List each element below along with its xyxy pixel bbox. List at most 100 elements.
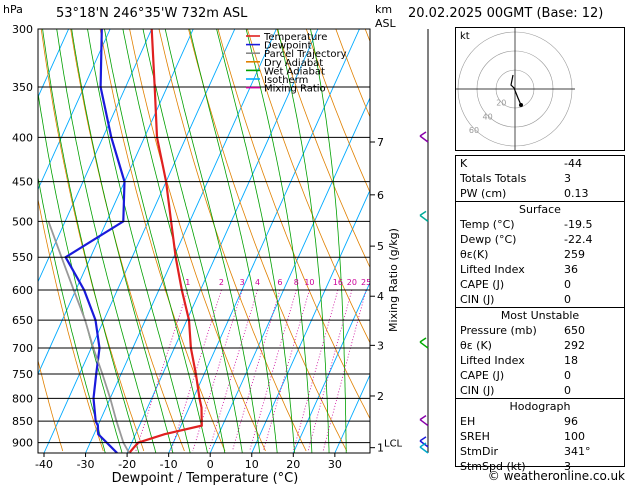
surface-value: -22.4 xyxy=(564,233,593,246)
most-unstable-label: θε (K) xyxy=(460,339,492,352)
mixing-ratio-line xyxy=(322,289,367,452)
most-unstable-row: CIN (J) 0 xyxy=(456,383,624,398)
indices-panel: K -44 Totals Totals 3 PW (cm) 0.13 Surface … xyxy=(455,155,625,473)
pressure-tick-label: 550 xyxy=(12,251,33,264)
legend-entry: Isotherm xyxy=(264,75,308,86)
most-unstable-label: CIN (J) xyxy=(460,384,495,397)
temperature-tick-label: -20 xyxy=(118,458,136,471)
hodograph-label: SREH xyxy=(460,430,490,443)
surface-row: CAPE (J) 0 xyxy=(456,277,624,292)
hodograph-ring-label: 40 xyxy=(483,112,493,121)
x-axis-label: Dewpoint / Temperature (°C) xyxy=(112,471,299,486)
legend-entry: Wet Adiabat xyxy=(264,66,325,77)
wind-barb xyxy=(419,418,429,427)
index-label: PW (cm) xyxy=(460,187,507,200)
temperature-tick-label: -40 xyxy=(35,458,53,471)
most-unstable-label: Lifted Index xyxy=(460,354,525,367)
surface-label: θε(K) xyxy=(460,248,489,261)
dry-adiabat-line xyxy=(38,359,64,452)
km-unit: km xyxy=(375,3,392,16)
hodograph-value: 96 xyxy=(564,415,578,428)
wind-barb xyxy=(419,442,427,448)
surface-value: 0 xyxy=(564,278,571,291)
wet-adiabat-line xyxy=(38,175,106,453)
hodograph-row: StmSpd (kt) 3 xyxy=(456,459,624,474)
wet-adiabat-line xyxy=(216,29,295,453)
legend-entry: Mixing Ratio xyxy=(264,84,326,95)
dry-adiabat-line xyxy=(305,29,370,194)
wet-adiabat-line xyxy=(42,29,140,453)
wind-barb xyxy=(419,131,427,137)
skewt-chart: hPa km ASL 30035040045050055060065070075… xyxy=(3,3,450,486)
km-tick-label: 2 xyxy=(377,390,384,403)
wet-adiabat-line xyxy=(87,29,191,453)
surface-value: 259 xyxy=(564,248,585,261)
km-tick-label: 1 xyxy=(377,442,384,455)
mixing-ratio-tick-label: 3 xyxy=(240,278,245,287)
wind-barb xyxy=(419,436,427,442)
mixing-ratio-tick-label: 20 xyxy=(347,278,357,287)
mixing-ratio-line xyxy=(170,289,222,452)
wet-adiabat-line xyxy=(104,29,208,453)
dry-adiabat-line xyxy=(188,29,348,452)
isotherm-line xyxy=(43,29,236,453)
mixing-ratio-line xyxy=(249,289,297,452)
index-value: 3 xyxy=(564,172,571,185)
most-unstable-label: CAPE (J) xyxy=(460,369,505,382)
surface-row: Dewp (°C) -22.4 xyxy=(456,232,624,247)
hodograph-section: Hodograph EH 96 SREH 100 StmDir 341° StmSpd (k… xyxy=(456,398,624,474)
mixing-ratio-tick-label: 1 xyxy=(185,278,190,287)
section-title: Surface xyxy=(519,203,561,216)
temperature-tick-label: 20 xyxy=(286,458,300,471)
series-temperature xyxy=(128,29,203,453)
hodograph-row: EH 96 xyxy=(456,414,624,429)
mixing-ratio-line xyxy=(263,289,310,452)
pressure-tick-label: 500 xyxy=(12,215,33,228)
index-k: K -44 xyxy=(456,156,624,171)
wet-adiabat-line xyxy=(56,29,157,453)
km-tick-label: 7 xyxy=(377,136,384,149)
surface-label: Lifted Index xyxy=(460,263,525,276)
legend-entry: Dewpoint xyxy=(264,41,312,52)
wind-barb xyxy=(419,135,429,143)
series-parcel-trajectory xyxy=(47,221,130,453)
most-unstable-value: 292 xyxy=(564,339,585,352)
dry-adiabat-line xyxy=(395,29,450,451)
isotherm-line xyxy=(168,29,360,453)
dry-adiabat-line xyxy=(276,29,370,269)
surface-label: Dewp (°C) xyxy=(460,233,517,246)
most-unstable-value: 18 xyxy=(564,354,578,367)
index-label: K xyxy=(460,157,468,170)
legend-entry: Parcel Trajectory xyxy=(264,49,347,60)
index-label: Totals Totals xyxy=(460,172,527,185)
pressure-tick-label: 300 xyxy=(12,23,33,36)
hpa-unit: hPa xyxy=(3,3,23,16)
series-dewpoint xyxy=(64,29,126,453)
copyright-footer: © weatheronline.co.uk xyxy=(487,469,625,483)
pressure-tick-label: 850 xyxy=(12,415,33,428)
dry-adiabat-line xyxy=(99,29,226,452)
pressure-tick-label: 650 xyxy=(12,314,33,327)
pressure-tick-label: 450 xyxy=(12,176,33,189)
wet-adiabat-line xyxy=(189,29,278,453)
surface-row: θε(K) 259 xyxy=(456,247,624,262)
hodograph-label: EH xyxy=(460,415,476,428)
pressure-tick-label: 800 xyxy=(12,392,33,405)
isotherm-line xyxy=(209,96,370,453)
surface-value: 0 xyxy=(564,293,571,306)
isotherm-line xyxy=(292,281,370,453)
mixing-ratio-tick-label: 4 xyxy=(255,278,260,287)
wet-adiabat-line xyxy=(277,29,330,453)
isotherm-line xyxy=(418,29,450,453)
most-unstable-row: Pressure (mb) 650 xyxy=(456,323,624,338)
asl-unit: ASL xyxy=(375,17,397,30)
location-title: 53°18'N 246°35'W 732m ASL xyxy=(56,6,248,21)
dry-adiabat-line xyxy=(70,29,185,452)
wind-barb xyxy=(419,414,427,421)
isotherm-line xyxy=(38,29,70,99)
pressure-tick-label: 400 xyxy=(12,131,33,144)
surface-row: CIN (J) 0 xyxy=(456,292,624,307)
mixing-ratio-tick-label: 2 xyxy=(219,278,224,287)
index-tt: Totals Totals 3 xyxy=(456,171,624,186)
temperature-tick-label: 0 xyxy=(207,458,214,471)
